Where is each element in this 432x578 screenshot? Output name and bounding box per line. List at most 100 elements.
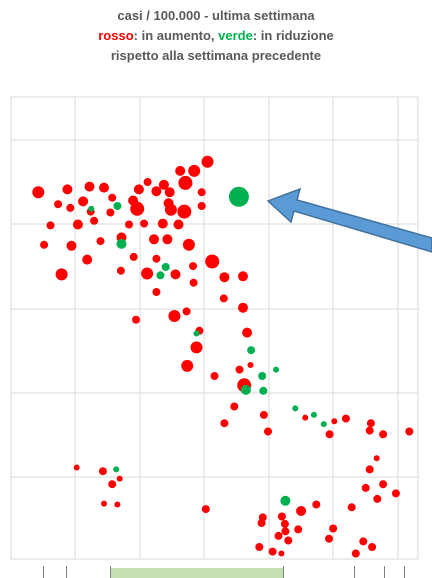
increase-point <box>201 155 214 168</box>
increase-point <box>268 547 277 556</box>
increase-point <box>379 480 388 489</box>
increase-point <box>368 543 377 551</box>
title-line-2: rosso: in aumento, verde: in riduzione <box>0 26 432 46</box>
increase-point <box>294 525 303 534</box>
increase-point <box>281 527 290 536</box>
increase-point <box>158 179 169 190</box>
increase-point <box>219 272 230 283</box>
increase-point <box>331 418 338 425</box>
increase-point <box>73 464 80 471</box>
increase-point <box>140 219 149 228</box>
increase-point <box>259 410 268 419</box>
increase-point <box>72 219 83 230</box>
grid <box>10 97 418 559</box>
plot-area <box>10 96 419 560</box>
increase-point <box>274 531 283 540</box>
increase-point <box>359 537 368 546</box>
increase-point <box>182 238 195 251</box>
increase-point <box>373 455 380 462</box>
decrease-point <box>88 205 95 212</box>
increase-point <box>190 341 203 354</box>
increase-point <box>351 549 360 558</box>
increase-point <box>129 252 138 261</box>
increase-point <box>168 310 181 322</box>
increase-point <box>177 204 192 219</box>
decrease-point <box>193 330 200 337</box>
increase-point <box>141 267 154 280</box>
increase-point <box>264 427 272 436</box>
bottom-strip <box>0 566 432 578</box>
decrease-point <box>161 263 170 271</box>
increase-point <box>66 240 77 251</box>
increase-point <box>329 524 338 533</box>
increase-point <box>341 414 350 423</box>
increase-point <box>132 315 140 324</box>
increase-point <box>189 278 198 287</box>
tick-stub <box>404 566 405 578</box>
increase-point <box>366 419 375 428</box>
decrease-point <box>280 495 291 506</box>
increase-point <box>98 467 107 476</box>
increase-point <box>238 271 248 282</box>
legend-green-word: verde <box>218 28 253 43</box>
increase-point <box>130 201 145 216</box>
increase-point <box>365 426 374 435</box>
increase-point <box>373 494 382 503</box>
increase-point <box>391 489 400 498</box>
decrease-point <box>113 466 120 473</box>
increase-point <box>189 262 197 271</box>
increase-point <box>164 203 177 216</box>
decrease-point <box>320 421 327 428</box>
increase-point <box>255 543 264 551</box>
increase-point <box>257 519 266 527</box>
increase-point <box>205 254 220 269</box>
increase-point <box>40 240 49 249</box>
increase-point <box>108 193 117 202</box>
increase-point <box>175 165 186 176</box>
data-points <box>32 155 414 558</box>
increase-point <box>173 219 184 230</box>
increase-point <box>82 254 93 265</box>
increase-point <box>101 500 107 507</box>
decrease-point <box>259 386 268 395</box>
increase-point <box>78 196 89 207</box>
increase-point <box>152 288 161 296</box>
increase-point <box>116 475 123 482</box>
increase-point <box>379 430 388 439</box>
increase-point <box>201 505 210 514</box>
decrease-point <box>116 238 127 249</box>
increase-point <box>164 187 175 198</box>
increase-point <box>365 465 374 474</box>
increase-point <box>219 294 228 303</box>
arrow-annotation <box>266 187 432 253</box>
decrease-point <box>258 372 267 380</box>
decrease-point <box>247 346 256 355</box>
legend-red-word: rosso <box>98 28 134 43</box>
increase-point <box>106 208 115 217</box>
increase-point <box>405 427 414 436</box>
increase-point <box>125 220 133 229</box>
increase-point <box>54 200 63 209</box>
increase-point <box>296 506 307 516</box>
increase-point <box>235 365 244 374</box>
increase-point <box>188 164 201 177</box>
increase-point <box>325 534 333 543</box>
increase-point <box>170 269 181 280</box>
tick-stub <box>110 566 111 578</box>
title-line-1: casi / 100.000 - ultima settimana <box>117 8 315 23</box>
legend-green-desc: : in riduzione <box>252 28 334 43</box>
increase-point <box>278 550 285 557</box>
decrease-point <box>240 384 251 395</box>
increase-point <box>325 430 334 439</box>
increase-point <box>32 186 45 199</box>
legend-red-desc: : in aumento, <box>133 28 219 43</box>
increase-point <box>84 181 95 192</box>
decrease-point <box>228 186 249 207</box>
increase-point <box>277 512 286 521</box>
increase-point <box>220 419 229 428</box>
title-line-3: rispetto alla settimana precedente <box>110 48 322 63</box>
increase-point <box>133 184 144 195</box>
increase-point <box>238 302 248 313</box>
increase-point <box>157 218 168 229</box>
